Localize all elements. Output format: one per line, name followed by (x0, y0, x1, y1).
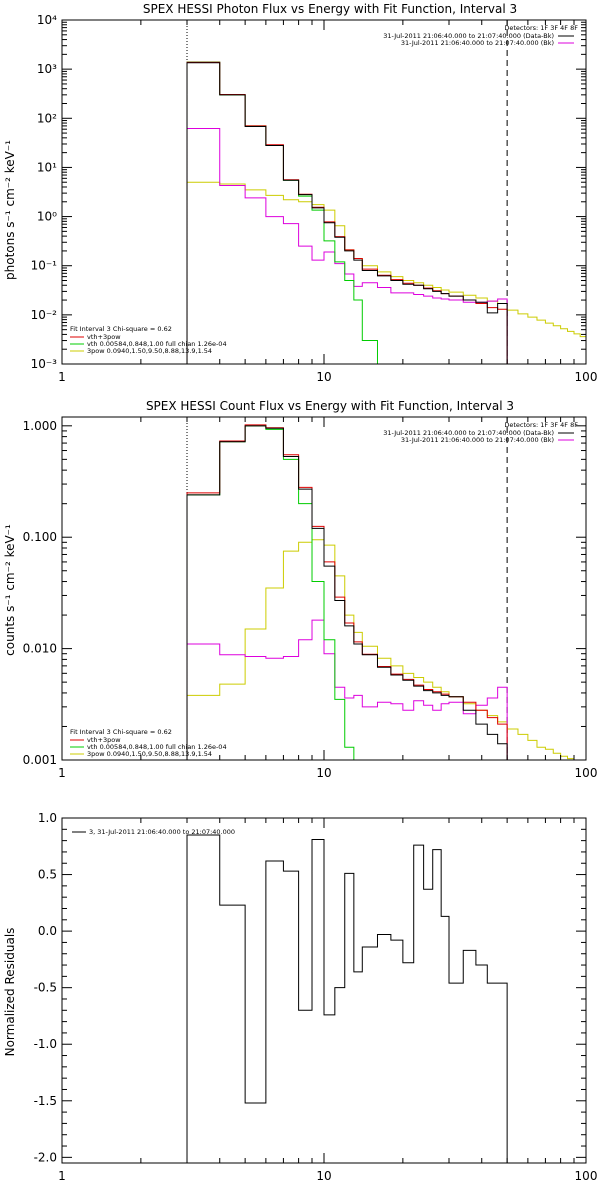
photon-x-tick-label: 1 (58, 370, 66, 384)
photon-series-3 (186, 181, 586, 364)
photon-series-4 (186, 127, 508, 364)
residuals-y-tick-label: 0.5 (38, 868, 57, 882)
count-legend-vth: vth 0.00584,0.848,1.00 full chian 1.26e-… (87, 743, 227, 751)
residuals-y-tick-label: -1.0 (34, 1037, 57, 1051)
count-y-tick-label: 0.010 (23, 642, 57, 656)
residuals-x-tick-label: 1 (58, 1169, 66, 1183)
photon-legend-detectors: Detectors: 1F 3F 4F 8F (504, 24, 578, 32)
residuals-legend-entry: 3, 31-Jul-2011 21:06:40.000 to 21:07:40.… (89, 828, 235, 836)
residuals-x-tick-label: 10 (316, 1169, 331, 1183)
photon-series-0 (186, 62, 508, 364)
count-legend-fit-header: Fit Interval 3 Chi-square = 0.62 (70, 728, 172, 736)
count-legend-data-bk: 31-Jul-2011 21:06:40.000 to 21:07:40.000… (383, 429, 554, 437)
photon-y-tick-label: 10⁻¹ (31, 259, 58, 273)
photon-legend-3pow: 3pow 0.0940,1.50,9.50,8.88,13.9,1.54 (87, 347, 212, 355)
count-legend-3pow: 3pow 0.0940,1.50,9.50,8.88,13.9,1.54 (87, 750, 212, 758)
residuals-y-tick-label: -2.0 (34, 1150, 57, 1164)
count-series-0 (186, 425, 508, 760)
photon-series-1 (186, 61, 508, 364)
photon-y-tick-label: 10⁻² (31, 308, 58, 322)
photon-y-tick-label: 10³ (37, 62, 57, 76)
count-legend-bk: 31-Jul-2011 21:06:40.000 to 21:07:40.000… (401, 436, 554, 444)
count-x-tick-label: 100 (575, 766, 598, 780)
residuals-y-axis-label: Normalized Residuals (3, 928, 17, 1057)
count-legend-top: Detectors: 1F 3F 4F 8F 31-Jul-2011 21:06… (383, 421, 578, 444)
count-series-1 (186, 424, 508, 760)
residuals-legend: 3, 31-Jul-2011 21:06:40.000 to 21:07:40.… (72, 828, 235, 836)
photon-y-tick-label: 10¹ (37, 160, 57, 174)
photon-x-tick-label: 10 (316, 370, 331, 384)
count-series-2 (186, 425, 363, 760)
count-flux-panel: SPEX HESSI Count Flux vs Energy with Fit… (3, 399, 597, 780)
residuals-x-tick-label: 100 (575, 1169, 598, 1183)
photon-y-axis-label: photons s⁻¹ cm⁻² keV⁻¹ (3, 140, 17, 280)
photon-y-tick-label: 10⁴ (37, 13, 57, 27)
photon-legend-bottom: Fit Interval 3 Chi-square = 0.62 vth+3po… (70, 325, 227, 355)
photon-legend-vth: vth 0.00584,0.848,1.00 full chian 1.26e-… (87, 340, 227, 348)
residuals-series-0 (186, 834, 508, 1163)
residuals-y-tick-label: 0.0 (38, 924, 57, 938)
count-legend-detectors: Detectors: 1F 3F 4F 8F (504, 421, 578, 429)
count-y-tick-label: 1.000 (23, 419, 57, 433)
count-series-4 (186, 619, 508, 760)
photon-y-tick-label: 10⁰ (37, 210, 57, 224)
count-y-tick-label: 0.100 (23, 530, 57, 544)
residuals-y-tick-label: 1.0 (38, 811, 57, 825)
count-y-axis-label: counts s⁻¹ cm⁻² keV⁻¹ (3, 524, 17, 656)
count-x-tick-label: 10 (316, 766, 331, 780)
photon-legend-top: Detectors: 1F 3F 4F 8F 31-Jul-2011 21:06… (383, 24, 578, 47)
photon-y-tick-label: 10² (37, 111, 57, 125)
residuals-panel: Normalized Residuals 1 10 100 1.0 0.5 0.0 -0.5… (3, 811, 597, 1183)
photon-legend-fit-header: Fit Interval 3 Chi-square = 0.62 (70, 325, 172, 333)
photon-chart-title: SPEX HESSI Photon Flux vs Energy with Fi… (143, 2, 517, 16)
photon-legend-data-bk: 31-Jul-2011 21:06:40.000 to 21:07:40.000… (383, 32, 554, 40)
count-x-tick-label: 1 (58, 766, 66, 780)
photon-series-2 (186, 61, 391, 364)
count-legend-bottom: Fit Interval 3 Chi-square = 0.62 vth+3po… (70, 728, 227, 758)
count-series-3 (186, 539, 586, 760)
photon-flux-panel: SPEX HESSI Photon Flux vs Energy with Fi… (3, 2, 597, 384)
count-chart-title: SPEX HESSI Count Flux vs Energy with Fit… (146, 399, 514, 413)
residuals-y-tick-label: -1.5 (34, 1094, 57, 1108)
photon-y-tick-label: 10⁻³ (31, 357, 58, 371)
residuals-y-tick-label: -0.5 (34, 981, 57, 995)
photon-x-tick-label: 100 (575, 370, 598, 384)
count-y-tick-label: 0.001 (23, 753, 57, 767)
photon-legend-bk: 31-Jul-2011 21:06:40.000 to 21:07:40.000… (401, 39, 554, 47)
count-legend-vth3pow: vth+3pow (87, 736, 121, 744)
photon-legend-vth3pow: vth+3pow (87, 333, 121, 341)
